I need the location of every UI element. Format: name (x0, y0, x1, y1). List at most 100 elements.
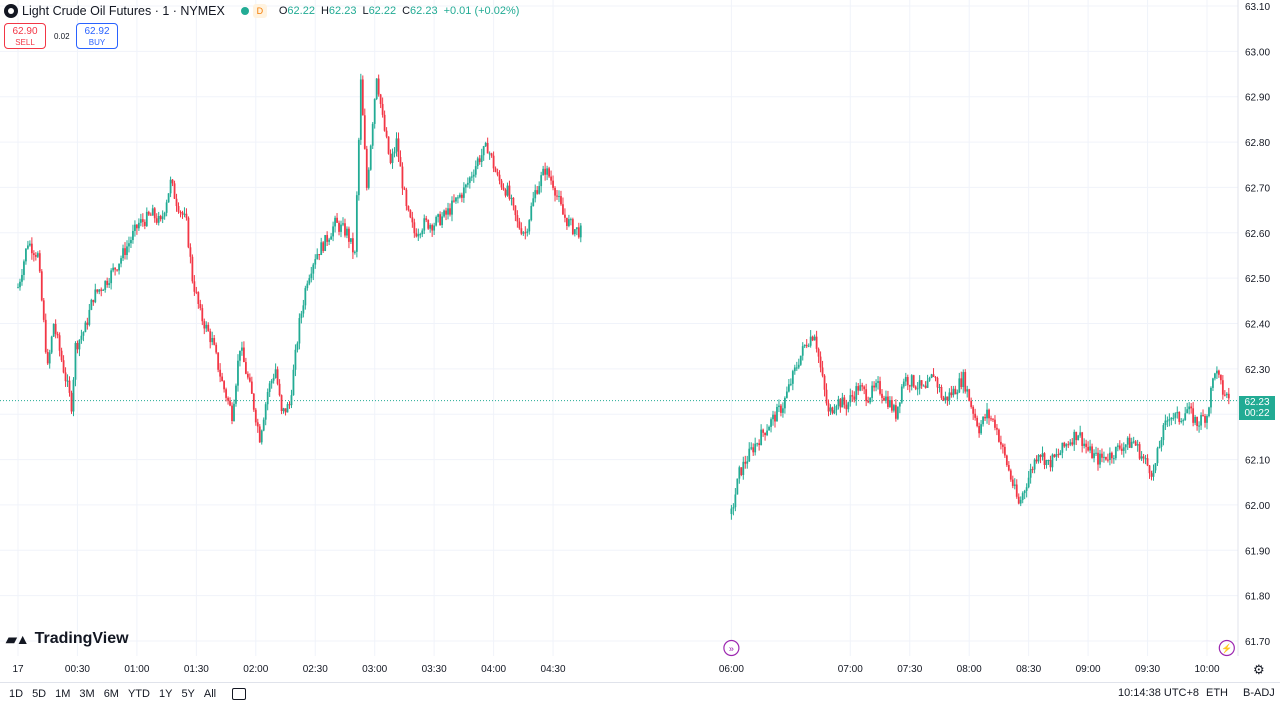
candle-body (847, 402, 850, 410)
clock-time[interactable]: 10:14:38 UTC+8 (1118, 687, 1200, 699)
candle-body (1101, 453, 1103, 458)
session-toggle[interactable]: ETH (1206, 687, 1228, 699)
candle-body (887, 396, 889, 407)
range-all[interactable]: All (203, 688, 217, 700)
candle-body (90, 299, 93, 310)
range-6m[interactable]: 6M (103, 688, 119, 700)
calendar-icon[interactable] (232, 688, 247, 700)
candle-body (841, 397, 844, 408)
candle-body (528, 220, 531, 232)
candle-body (918, 380, 921, 389)
candle-body (243, 347, 245, 363)
candle-body (19, 281, 21, 288)
candle-body (948, 392, 951, 401)
candle-body (437, 214, 440, 217)
candle-body (278, 383, 281, 396)
candle-body (153, 208, 156, 219)
candle-body (480, 155, 483, 163)
candle-body (484, 142, 487, 147)
candle-body (789, 383, 792, 385)
candle-body (155, 218, 158, 223)
candle-body (859, 385, 862, 391)
candle-body (1043, 453, 1046, 466)
candle-body (510, 197, 513, 199)
candle-body (235, 385, 237, 404)
candle-body (1035, 459, 1038, 462)
tradingview-logo-icon: ▰▲ (6, 630, 30, 647)
candle-body (122, 248, 124, 259)
candle-body (1180, 421, 1183, 423)
candle-body (843, 397, 846, 405)
range-1m[interactable]: 1M (55, 688, 71, 700)
candle-body (764, 432, 766, 436)
candle-body (344, 223, 346, 236)
candle-body (867, 401, 870, 403)
candle-body (332, 226, 334, 237)
candle-body (421, 230, 424, 235)
adjustment-toggle[interactable]: B-ADJ (1243, 687, 1275, 699)
range-5y[interactable]: 5Y (181, 688, 195, 700)
y-tick-label: 63.10 (1245, 2, 1270, 13)
x-tick-label: 10:00 (1194, 664, 1219, 675)
y-tick-label: 62.00 (1245, 501, 1270, 512)
candle-body (518, 221, 521, 229)
candle-body (393, 151, 396, 154)
candle-body (429, 225, 432, 229)
candle-body (978, 426, 981, 434)
candle-body (536, 190, 539, 194)
delayed-badge[interactable]: D (252, 4, 267, 18)
candle-body (797, 364, 800, 368)
candle-body (254, 409, 257, 423)
candle-body (1142, 456, 1145, 459)
candle-body (926, 380, 929, 388)
range-ytd[interactable]: YTD (127, 688, 150, 700)
candle-body (1065, 444, 1068, 447)
candle-body (579, 225, 582, 238)
range-5d[interactable]: 5D (32, 688, 47, 700)
candle-body (924, 385, 927, 388)
y-tick-label: 61.80 (1245, 592, 1270, 603)
candle-body (413, 222, 416, 234)
candle-body (568, 219, 570, 226)
candle-body (411, 217, 414, 223)
buy-button[interactable]: 62.92 BUY (76, 23, 118, 49)
candle-body (102, 289, 105, 291)
candle-body (524, 232, 527, 234)
candle-body (940, 387, 943, 398)
candle-body (92, 299, 95, 303)
candle-body (1174, 413, 1177, 418)
candle-body (807, 345, 810, 347)
gear-icon[interactable]: ⚙ (1253, 662, 1265, 677)
candle-body (32, 253, 35, 256)
candle-body (1132, 441, 1135, 443)
range-1d[interactable]: 1D (9, 688, 24, 700)
candle-body (1069, 442, 1072, 445)
candle-body (896, 406, 899, 419)
candle-body (799, 355, 802, 365)
x-tick-label: 09:00 (1076, 664, 1101, 675)
buy-price: 62.92 (84, 26, 110, 37)
sell-button[interactable]: 62.90 SELL (4, 23, 46, 49)
candle-body (964, 372, 967, 392)
candle-body (1029, 469, 1032, 478)
candle-body (389, 153, 392, 163)
candle-body (258, 426, 261, 443)
candle-body (459, 194, 461, 198)
candle-body (942, 397, 945, 401)
candle-body (776, 406, 778, 422)
x-tick-label: 00:30 (65, 664, 90, 675)
candle-body (958, 378, 961, 393)
candle-body (994, 419, 996, 428)
candle-body (952, 388, 955, 396)
candle-body (1204, 416, 1206, 423)
symbol-title[interactable]: Light Crude Oil Futures · 1 · NYMEX (22, 4, 225, 18)
candle-body (244, 362, 247, 374)
range-3m[interactable]: 3M (79, 688, 95, 700)
candle-body (772, 414, 774, 420)
candle-body (147, 211, 150, 215)
candle-body (264, 404, 267, 420)
candle-body (1176, 411, 1179, 414)
range-1y[interactable]: 1Y (158, 688, 173, 700)
candle-body (863, 386, 866, 390)
